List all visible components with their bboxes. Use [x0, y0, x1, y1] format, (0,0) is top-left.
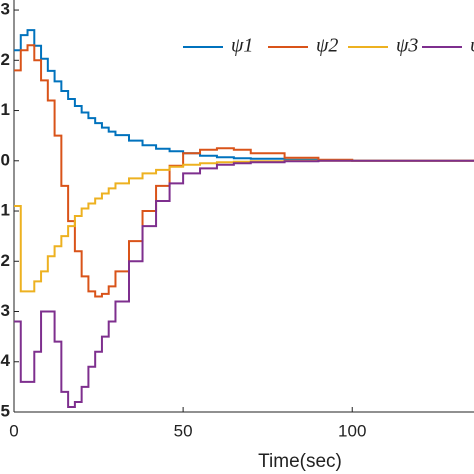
y-tick-label: 2 [1, 50, 10, 69]
y-tick-label: 5 [1, 401, 10, 420]
series-line [14, 159, 474, 293]
x-tick-label: 100 [338, 421, 366, 440]
series-line [14, 159, 474, 408]
x-tick-label: 50 [174, 421, 193, 440]
legend-label: ψ3 [396, 35, 418, 57]
legend-label: ψ4 [470, 35, 474, 57]
x-tick-label: 0 [9, 421, 18, 440]
legend-label: ψ1 [231, 35, 253, 57]
x-axis-label: Time(sec) [258, 451, 342, 472]
series-line [14, 29, 474, 162]
y-tick-label: 1 [1, 201, 10, 220]
series-line [14, 44, 474, 298]
y-tick-label: 2 [1, 251, 10, 270]
y-tick-label: 4 [1, 351, 11, 370]
y-tick-label: 1 [1, 100, 10, 119]
y-tick-label: 3 [1, 301, 10, 320]
y-tick-label: 0 [1, 150, 10, 169]
y-tick-label: 3 [1, 0, 10, 19]
legend-label: ψ2 [316, 35, 338, 57]
